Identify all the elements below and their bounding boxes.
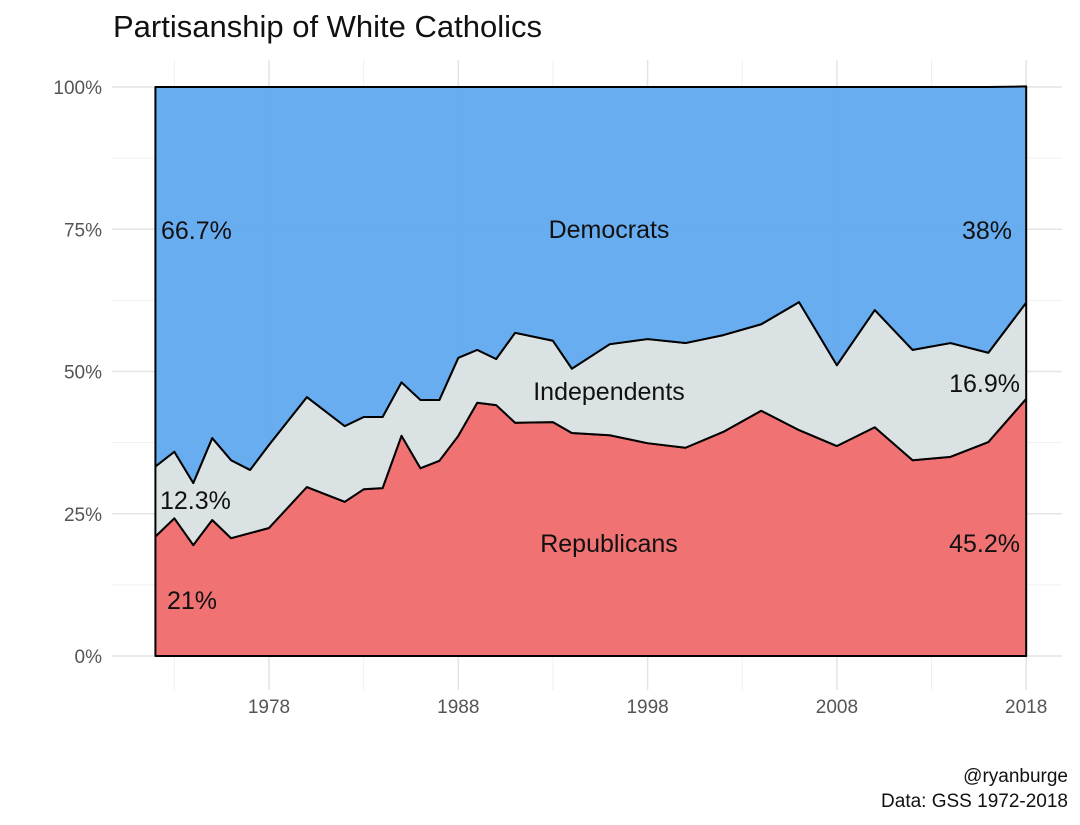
x-tick-label: 2008 bbox=[816, 697, 858, 718]
x-tick-label: 1998 bbox=[626, 697, 668, 718]
y-tick-label: 75% bbox=[64, 220, 102, 241]
areas bbox=[154, 85, 1028, 657]
y-tick-label: 100% bbox=[53, 78, 102, 99]
annotation-dem-start: 66.7% bbox=[161, 217, 232, 245]
series-label-republicans: Republicans bbox=[540, 530, 678, 558]
series-label-democrats: Democrats bbox=[549, 216, 670, 244]
x-tick-label: 1978 bbox=[248, 697, 290, 718]
series-label-independents: Independents bbox=[533, 378, 685, 406]
annotation-ind-end: 16.9% bbox=[949, 370, 1020, 398]
annotation-rep-start: 21% bbox=[167, 587, 217, 615]
caption-handle: @ryanburge bbox=[963, 766, 1068, 787]
area-democrats bbox=[154, 85, 1028, 485]
tick-labels: 0% 25% 50% 75% 100% 1978 1988 1998 2008 2018 bbox=[53, 78, 1047, 718]
x-tick-label: 1988 bbox=[437, 697, 479, 718]
annotation-ind-start: 12.3% bbox=[160, 487, 231, 515]
y-tick-label: 25% bbox=[64, 505, 102, 526]
x-tick-label: 2018 bbox=[1005, 697, 1047, 718]
caption-source: Data: GSS 1972-2018 bbox=[881, 791, 1068, 812]
y-tick-label: 0% bbox=[75, 647, 103, 668]
chart-title: Partisanship of White Catholics bbox=[113, 9, 542, 44]
y-tick-label: 50% bbox=[64, 363, 102, 384]
annotation-dem-end: 38% bbox=[962, 217, 1012, 245]
annotation-rep-end: 45.2% bbox=[949, 530, 1020, 558]
